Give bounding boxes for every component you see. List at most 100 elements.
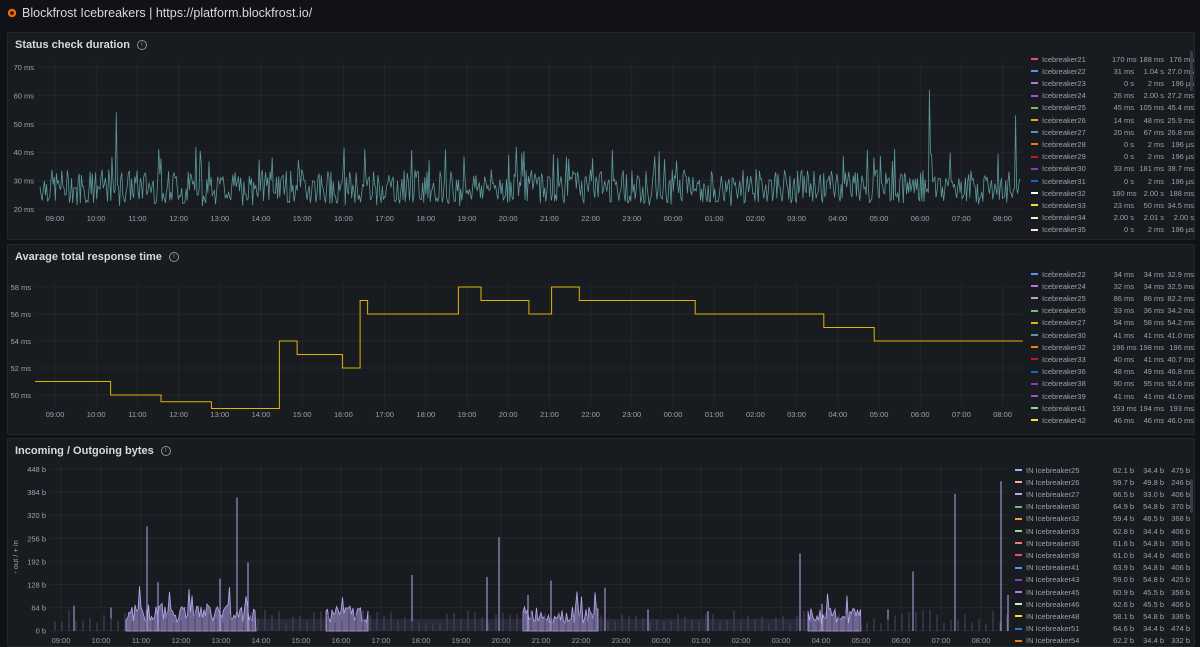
- legend-value-max: 2.01 s: [1143, 213, 1164, 223]
- legend-row[interactable]: Icebreaker36 48 ms 49 ms 46.8 ms: [1031, 366, 1194, 378]
- x-tick-label: 11:00: [128, 214, 146, 223]
- legend-value-max: 2 ms: [1147, 225, 1164, 235]
- legend-value-last: 32.9 ms: [1167, 269, 1194, 279]
- legend-value-min: 63.9 b: [1113, 563, 1134, 573]
- legend-row[interactable]: IN Icebreaker43 59.0 b 54.8 b 425 b: [1015, 574, 1190, 586]
- x-tick-label: 09:00: [46, 410, 65, 419]
- legend-row[interactable]: Icebreaker28 0 s 2 ms 196 µs: [1031, 138, 1194, 150]
- legend-row[interactable]: Icebreaker21 170 ms 188 ms 176 ms: [1031, 53, 1194, 65]
- legend-series-name: Icebreaker27: [1042, 318, 1086, 328]
- legend-series-name: Icebreaker35: [1042, 225, 1086, 235]
- legend-value-last: 196 µs: [1171, 225, 1194, 235]
- bytes-chart[interactable]: 448 b 384 b 320 b 256 b 192 b 128 b 64 b 0 b 09:…: [8, 439, 1013, 647]
- info-icon[interactable]: i: [168, 252, 179, 262]
- status-check-chart[interactable]: 70 ms 60 ms 50 ms 40 ms 30 ms 20 ms 09:00 10:00…: [8, 33, 1028, 240]
- x-tick-label: 23:00: [622, 214, 641, 223]
- legend-row[interactable]: Icebreaker29 0 s 2 ms 196 µs: [1031, 151, 1194, 163]
- legend-row[interactable]: Icebreaker22 34 ms 34 ms 32.9 ms: [1031, 268, 1194, 280]
- legend-value-last: 45.4 ms: [1167, 103, 1194, 113]
- legend-value-last: 425 b: [1171, 575, 1190, 585]
- panel-title[interactable]: Incoming / Outgoing bytes i: [15, 445, 171, 457]
- legend-value-min: 193 ms: [1112, 403, 1137, 413]
- response-time-chart[interactable]: 58 ms 56 ms 54 ms 52 ms 50 ms 09:00 10:00 11:00…: [8, 245, 1028, 435]
- panel-title[interactable]: Avarage total response time i: [15, 251, 179, 263]
- legend-row[interactable]: Icebreaker42 46 ms 46 ms 46.0 ms: [1031, 414, 1194, 426]
- legend-row[interactable]: IN Icebreaker54 62.2 b 34.4 b 332 b: [1015, 635, 1190, 646]
- legend-row[interactable]: Icebreaker23 0 s 2 ms 196 µs: [1031, 77, 1194, 89]
- info-icon[interactable]: i: [160, 446, 171, 456]
- legend-scrollbar[interactable]: [1190, 479, 1193, 513]
- legend-row[interactable]: IN Icebreaker25 62.1 b 34.4 b 475 b: [1015, 464, 1190, 476]
- legend-row[interactable]: Icebreaker25 45 ms 105 ms 45.4 ms: [1031, 102, 1194, 114]
- legend-value-last: 475 b: [1171, 465, 1190, 475]
- legend-row[interactable]: IN Icebreaker36 61.6 b 54.8 b 356 b: [1015, 537, 1190, 549]
- legend-series-name: Icebreaker32: [1042, 188, 1086, 198]
- legend-value-max: 49 ms: [1143, 367, 1164, 377]
- legend-series-name: Icebreaker21: [1042, 54, 1086, 64]
- legend-value-last: 196 µs: [1171, 152, 1194, 162]
- legend-row[interactable]: IN Icebreaker46 62.6 b 45.5 b 406 b: [1015, 598, 1190, 610]
- legend-row[interactable]: Icebreaker30 41 ms 41 ms 41.0 ms: [1031, 329, 1194, 341]
- legend-row[interactable]: IN Icebreaker38 61.0 b 34.4 b 406 b: [1015, 549, 1190, 561]
- legend-row[interactable]: Icebreaker34 2.00 s 2.01 s 2.00 s: [1031, 212, 1194, 224]
- x-tick-label: 03:00: [787, 214, 806, 223]
- legend-row[interactable]: Icebreaker26 33 ms 36 ms 34.2 ms: [1031, 305, 1194, 317]
- legend-scrollbar[interactable]: [1190, 51, 1193, 91]
- legend-row[interactable]: Icebreaker22 31 ms 1.04 s 27.0 ms: [1031, 65, 1194, 77]
- legend-row[interactable]: Icebreaker26 14 ms 48 ms 25.9 ms: [1031, 114, 1194, 126]
- legend-row[interactable]: Icebreaker33 23 ms 50 ms 34.5 ms: [1031, 199, 1194, 211]
- legend-series-name: IN Icebreaker26: [1026, 477, 1080, 487]
- x-tick-label: 06:00: [911, 410, 930, 419]
- legend-row[interactable]: Icebreaker30 33 ms 181 ms 38.7 ms: [1031, 163, 1194, 175]
- legend-row[interactable]: Icebreaker39 41 ms 41 ms 41.0 ms: [1031, 390, 1194, 402]
- legend-value-min: 64.6 b: [1113, 624, 1134, 634]
- legend-row[interactable]: IN Icebreaker51 64.6 b 34.4 b 474 b: [1015, 623, 1190, 635]
- legend-row[interactable]: IN Icebreaker27 66.5 b 33.0 b 406 b: [1015, 488, 1190, 500]
- legend-value-min: 0 s: [1123, 78, 1134, 88]
- legend-series-name: Icebreaker34: [1042, 213, 1086, 223]
- info-icon[interactable]: i: [136, 40, 147, 50]
- x-tick-label: 14:00: [252, 636, 271, 645]
- legend-row[interactable]: IN Icebreaker41 63.9 b 54.8 b 406 b: [1015, 562, 1190, 574]
- series-color-swatch: [1031, 70, 1038, 73]
- legend-row[interactable]: Icebreaker31 0 s 2 ms 196 µs: [1031, 175, 1194, 187]
- legend-series-name: IN Icebreaker38: [1026, 550, 1080, 560]
- legend-value-last: 196 ms: [1169, 342, 1194, 352]
- legend-row[interactable]: Icebreaker38 90 ms 95 ms 92.6 ms: [1031, 378, 1194, 390]
- y-tick-label: 384 b: [27, 488, 46, 497]
- legend-row[interactable]: Icebreaker27 20 ms 67 ms 26.8 ms: [1031, 126, 1194, 138]
- legend-row[interactable]: Icebreaker24 26 ms 2.00 s 27.2 ms: [1031, 90, 1194, 102]
- panel-title[interactable]: Status check duration i: [15, 39, 147, 51]
- legend-row[interactable]: IN Icebreaker30 64.9 b 54.8 b 370 b: [1015, 501, 1190, 513]
- y-axis-label: - out / + in: [11, 540, 20, 574]
- series-color-swatch: [1015, 517, 1022, 520]
- legend-row[interactable]: IN Icebreaker26 59.7 b 49.8 b 246 b: [1015, 476, 1190, 488]
- legend-row[interactable]: Icebreaker24 32 ms 34 ms 32.5 ms: [1031, 280, 1194, 292]
- legend-value-max: 34.4 b: [1143, 526, 1164, 536]
- legend-row[interactable]: IN Icebreaker48 58.1 b 54.8 b 336 b: [1015, 610, 1190, 622]
- status-check-legend: Icebreaker21 170 ms 188 ms 176 ms Icebreaker…: [1031, 53, 1194, 237]
- legend-value-last: 406 b: [1171, 489, 1190, 499]
- legend-row[interactable]: Icebreaker41 193 ms 194 ms 193 ms: [1031, 402, 1194, 414]
- legend-series-name: Icebreaker39: [1042, 391, 1086, 401]
- y-tick-label: 256 b: [27, 534, 46, 543]
- legend-row[interactable]: IN Icebreaker33 62.8 b 34.4 b 406 b: [1015, 525, 1190, 537]
- series-color-swatch: [1015, 603, 1022, 606]
- legend-value-last: 27.0 ms: [1167, 66, 1194, 76]
- series-color-swatch: [1015, 627, 1022, 630]
- series-color-swatch: [1031, 407, 1038, 410]
- legend-row[interactable]: IN Icebreaker45 60.9 b 45.5 b 356 b: [1015, 586, 1190, 598]
- series-color-swatch: [1031, 382, 1038, 385]
- legend-row[interactable]: Icebreaker35 0 s 2 ms 196 µs: [1031, 224, 1194, 236]
- x-tick-label: 11:00: [128, 410, 146, 419]
- legend-row[interactable]: Icebreaker27 54 ms 58 ms 54.2 ms: [1031, 317, 1194, 329]
- series-color-swatch: [1031, 58, 1038, 60]
- legend-row[interactable]: IN Icebreaker32 59.4 b 48.5 b 368 b: [1015, 513, 1190, 525]
- legend-row[interactable]: Icebreaker32 180 ms 2.00 s 188 ms: [1031, 187, 1194, 199]
- legend-row[interactable]: Icebreaker32 196 ms 198 ms 196 ms: [1031, 341, 1194, 353]
- legend-row[interactable]: Icebreaker33 40 ms 41 ms 40.7 ms: [1031, 353, 1194, 365]
- legend-value-min: 14 ms: [1113, 115, 1134, 125]
- legend-row[interactable]: Icebreaker25 86 ms 86 ms 82.2 ms: [1031, 292, 1194, 304]
- gridlines: [38, 63, 1023, 210]
- x-tick-label: 18:00: [416, 214, 435, 223]
